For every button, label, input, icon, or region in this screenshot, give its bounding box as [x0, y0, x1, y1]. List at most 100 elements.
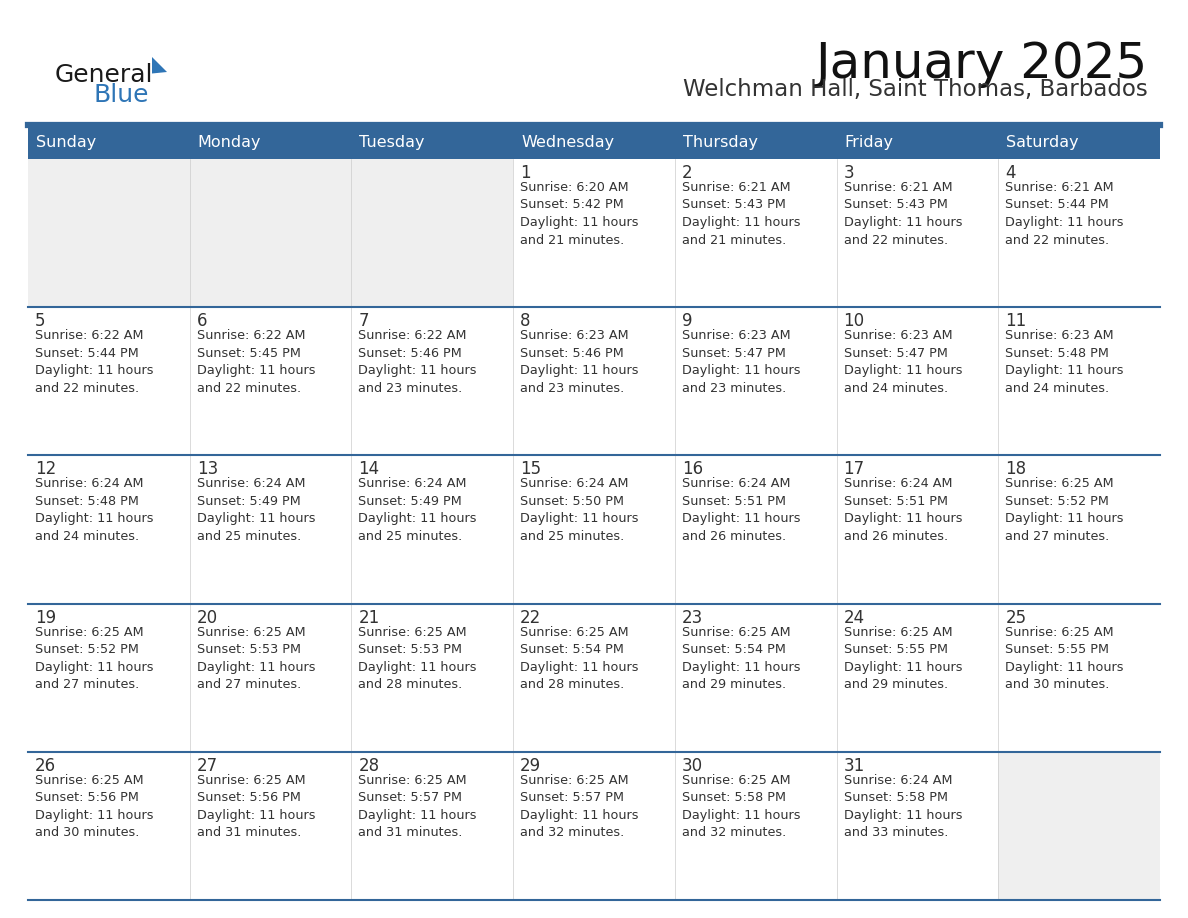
Text: Sunrise: 6:25 AM
Sunset: 5:52 PM
Daylight: 11 hours
and 27 minutes.: Sunrise: 6:25 AM Sunset: 5:52 PM Dayligh…	[34, 625, 153, 691]
Text: 15: 15	[520, 461, 542, 478]
Bar	[836, 752, 998, 900]
Bar	[998, 752, 1159, 900]
Text: 3: 3	[843, 164, 854, 182]
Text: Sunrise: 6:24 AM
Sunset: 5:51 PM
Daylight: 11 hours
and 26 minutes.: Sunrise: 6:24 AM Sunset: 5:51 PM Dayligh…	[682, 477, 801, 543]
Bar	[513, 455, 675, 604]
Text: 25: 25	[1005, 609, 1026, 627]
Text: Sunrise: 6:25 AM
Sunset: 5:55 PM
Daylight: 11 hours
and 30 minutes.: Sunrise: 6:25 AM Sunset: 5:55 PM Dayligh…	[1005, 625, 1124, 691]
Text: Sunrise: 6:23 AM
Sunset: 5:47 PM
Daylight: 11 hours
and 24 minutes.: Sunrise: 6:23 AM Sunset: 5:47 PM Dayligh…	[843, 330, 962, 395]
Text: 16: 16	[682, 461, 703, 478]
Bar	[836, 604, 998, 752]
Text: Sunrise: 6:22 AM
Sunset: 5:46 PM
Daylight: 11 hours
and 23 minutes.: Sunrise: 6:22 AM Sunset: 5:46 PM Dayligh…	[359, 330, 476, 395]
Text: 12: 12	[34, 461, 56, 478]
Bar	[352, 455, 513, 604]
Text: 31: 31	[843, 756, 865, 775]
Text: 14: 14	[359, 461, 379, 478]
Bar	[675, 604, 836, 752]
Text: Sunrise: 6:24 AM
Sunset: 5:48 PM
Daylight: 11 hours
and 24 minutes.: Sunrise: 6:24 AM Sunset: 5:48 PM Dayligh…	[34, 477, 153, 543]
Text: 10: 10	[843, 312, 865, 330]
Text: Sunrise: 6:25 AM
Sunset: 5:52 PM
Daylight: 11 hours
and 27 minutes.: Sunrise: 6:25 AM Sunset: 5:52 PM Dayligh…	[1005, 477, 1124, 543]
Bar	[352, 752, 513, 900]
Text: 19: 19	[34, 609, 56, 627]
Bar	[29, 159, 190, 308]
Bar	[513, 752, 675, 900]
Text: Sunrise: 6:24 AM
Sunset: 5:51 PM
Daylight: 11 hours
and 26 minutes.: Sunrise: 6:24 AM Sunset: 5:51 PM Dayligh…	[843, 477, 962, 543]
Bar	[998, 125, 1159, 159]
Bar	[29, 604, 190, 752]
Text: Sunrise: 6:21 AM
Sunset: 5:44 PM
Daylight: 11 hours
and 22 minutes.: Sunrise: 6:21 AM Sunset: 5:44 PM Dayligh…	[1005, 181, 1124, 247]
Text: 17: 17	[843, 461, 865, 478]
Text: Tuesday: Tuesday	[360, 135, 425, 150]
Bar	[675, 455, 836, 604]
Text: Sunrise: 6:24 AM
Sunset: 5:58 PM
Daylight: 11 hours
and 33 minutes.: Sunrise: 6:24 AM Sunset: 5:58 PM Dayligh…	[843, 774, 962, 839]
Bar	[836, 455, 998, 604]
Text: 6: 6	[197, 312, 207, 330]
Bar	[513, 308, 675, 455]
Text: Sunrise: 6:23 AM
Sunset: 5:46 PM
Daylight: 11 hours
and 23 minutes.: Sunrise: 6:23 AM Sunset: 5:46 PM Dayligh…	[520, 330, 639, 395]
Bar	[190, 455, 352, 604]
Text: 11: 11	[1005, 312, 1026, 330]
Text: Sunrise: 6:25 AM
Sunset: 5:57 PM
Daylight: 11 hours
and 31 minutes.: Sunrise: 6:25 AM Sunset: 5:57 PM Dayligh…	[359, 774, 476, 839]
Bar	[190, 308, 352, 455]
Polygon shape	[152, 57, 168, 73]
Bar	[513, 159, 675, 308]
Text: 24: 24	[843, 609, 865, 627]
Text: Sunrise: 6:23 AM
Sunset: 5:48 PM
Daylight: 11 hours
and 24 minutes.: Sunrise: 6:23 AM Sunset: 5:48 PM Dayligh…	[1005, 330, 1124, 395]
Text: Sunrise: 6:21 AM
Sunset: 5:43 PM
Daylight: 11 hours
and 21 minutes.: Sunrise: 6:21 AM Sunset: 5:43 PM Dayligh…	[682, 181, 801, 247]
Bar	[29, 752, 190, 900]
Bar	[998, 455, 1159, 604]
Text: Sunrise: 6:20 AM
Sunset: 5:42 PM
Daylight: 11 hours
and 21 minutes.: Sunrise: 6:20 AM Sunset: 5:42 PM Dayligh…	[520, 181, 639, 247]
Text: 30: 30	[682, 756, 703, 775]
Text: Sunrise: 6:22 AM
Sunset: 5:45 PM
Daylight: 11 hours
and 22 minutes.: Sunrise: 6:22 AM Sunset: 5:45 PM Dayligh…	[197, 330, 315, 395]
Text: Sunrise: 6:25 AM
Sunset: 5:53 PM
Daylight: 11 hours
and 27 minutes.: Sunrise: 6:25 AM Sunset: 5:53 PM Dayligh…	[197, 625, 315, 691]
Bar	[675, 159, 836, 308]
Bar	[998, 308, 1159, 455]
Bar	[998, 159, 1159, 308]
Bar	[998, 604, 1159, 752]
Bar	[352, 308, 513, 455]
Text: Wednesday: Wednesday	[522, 135, 614, 150]
Text: 26: 26	[34, 756, 56, 775]
Bar	[29, 125, 190, 159]
Bar	[675, 125, 836, 159]
Text: 5: 5	[34, 312, 45, 330]
Text: Sunrise: 6:24 AM
Sunset: 5:50 PM
Daylight: 11 hours
and 25 minutes.: Sunrise: 6:24 AM Sunset: 5:50 PM Dayligh…	[520, 477, 639, 543]
Text: 2: 2	[682, 164, 693, 182]
Text: 4: 4	[1005, 164, 1016, 182]
Bar	[190, 604, 352, 752]
Text: 7: 7	[359, 312, 369, 330]
Text: Thursday: Thursday	[683, 135, 758, 150]
Text: 28: 28	[359, 756, 379, 775]
Text: Sunrise: 6:24 AM
Sunset: 5:49 PM
Daylight: 11 hours
and 25 minutes.: Sunrise: 6:24 AM Sunset: 5:49 PM Dayligh…	[359, 477, 476, 543]
Bar	[513, 604, 675, 752]
Text: Sunrise: 6:25 AM
Sunset: 5:55 PM
Daylight: 11 hours
and 29 minutes.: Sunrise: 6:25 AM Sunset: 5:55 PM Dayligh…	[843, 625, 962, 691]
Text: 8: 8	[520, 312, 531, 330]
Text: Sunrise: 6:25 AM
Sunset: 5:58 PM
Daylight: 11 hours
and 32 minutes.: Sunrise: 6:25 AM Sunset: 5:58 PM Dayligh…	[682, 774, 801, 839]
Bar	[190, 159, 352, 308]
Text: Welchman Hall, Saint Thomas, Barbados: Welchman Hall, Saint Thomas, Barbados	[683, 78, 1148, 101]
Text: Sunrise: 6:25 AM
Sunset: 5:56 PM
Daylight: 11 hours
and 31 minutes.: Sunrise: 6:25 AM Sunset: 5:56 PM Dayligh…	[197, 774, 315, 839]
Text: Friday: Friday	[845, 135, 893, 150]
Text: 29: 29	[520, 756, 542, 775]
Text: Saturday: Saturday	[1006, 135, 1079, 150]
Bar	[352, 125, 513, 159]
Bar	[352, 159, 513, 308]
Text: Sunrise: 6:22 AM
Sunset: 5:44 PM
Daylight: 11 hours
and 22 minutes.: Sunrise: 6:22 AM Sunset: 5:44 PM Dayligh…	[34, 330, 153, 395]
Text: 9: 9	[682, 312, 693, 330]
Text: 18: 18	[1005, 461, 1026, 478]
Bar	[190, 752, 352, 900]
Text: Sunrise: 6:23 AM
Sunset: 5:47 PM
Daylight: 11 hours
and 23 minutes.: Sunrise: 6:23 AM Sunset: 5:47 PM Dayligh…	[682, 330, 801, 395]
Text: 21: 21	[359, 609, 380, 627]
Text: Blue: Blue	[93, 83, 148, 107]
Text: Sunrise: 6:21 AM
Sunset: 5:43 PM
Daylight: 11 hours
and 22 minutes.: Sunrise: 6:21 AM Sunset: 5:43 PM Dayligh…	[843, 181, 962, 247]
Bar	[836, 308, 998, 455]
Text: Sunrise: 6:25 AM
Sunset: 5:57 PM
Daylight: 11 hours
and 32 minutes.: Sunrise: 6:25 AM Sunset: 5:57 PM Dayligh…	[520, 774, 639, 839]
Bar	[836, 159, 998, 308]
Text: 20: 20	[197, 609, 217, 627]
Bar	[29, 308, 190, 455]
Bar	[836, 125, 998, 159]
Bar	[29, 455, 190, 604]
Bar	[513, 125, 675, 159]
Text: 1: 1	[520, 164, 531, 182]
Text: 22: 22	[520, 609, 542, 627]
